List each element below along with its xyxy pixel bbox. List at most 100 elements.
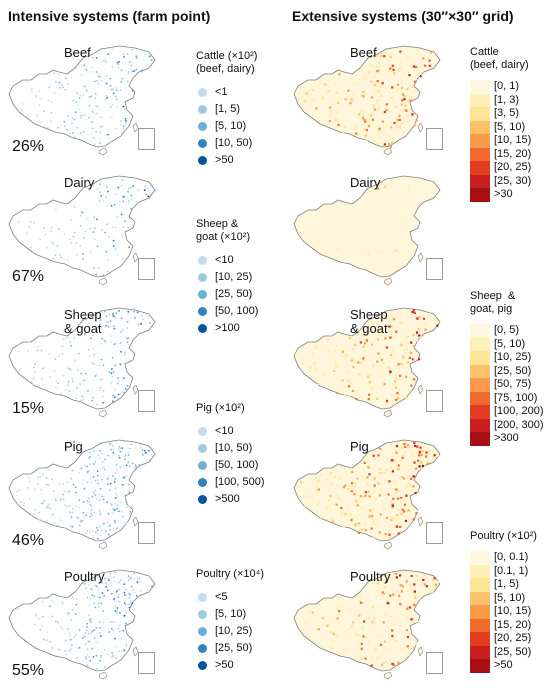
legend-swatch bbox=[198, 478, 207, 487]
farm-point bbox=[73, 635, 76, 638]
grid-cell bbox=[324, 636, 327, 639]
farm-point bbox=[74, 486, 77, 488]
grid-cell bbox=[380, 337, 383, 341]
grid-cell bbox=[401, 93, 405, 96]
farm-point bbox=[113, 509, 116, 511]
farm-point bbox=[117, 186, 120, 189]
farm-point bbox=[117, 63, 120, 66]
grid-cell bbox=[370, 664, 373, 667]
legend-entry: [5, 10) bbox=[196, 606, 264, 623]
farm-point bbox=[64, 389, 67, 391]
grid-cell bbox=[378, 472, 381, 475]
farm-point bbox=[90, 71, 93, 73]
legend-swatch bbox=[470, 645, 490, 659]
farm-point bbox=[98, 510, 101, 513]
grid-cell bbox=[385, 648, 388, 651]
farm-point bbox=[106, 477, 109, 480]
farm-point bbox=[91, 362, 94, 364]
farm-point bbox=[61, 353, 64, 355]
farm-point bbox=[90, 337, 92, 340]
farm-point bbox=[88, 116, 90, 119]
legend-swatch bbox=[470, 134, 490, 148]
grid-cell bbox=[376, 99, 379, 102]
farm-point bbox=[79, 383, 81, 385]
intensive-column-title: Intensive systems (farm point) bbox=[8, 8, 211, 24]
legend-label: [100, 500) bbox=[215, 476, 265, 488]
grid-cell bbox=[404, 445, 407, 448]
legend-entry: >100 bbox=[196, 320, 258, 337]
grid-cell bbox=[317, 478, 320, 481]
grid-cell bbox=[371, 492, 375, 495]
grid-cell bbox=[410, 618, 413, 621]
grid-cell bbox=[340, 350, 343, 353]
farm-point bbox=[110, 116, 113, 119]
farm-point bbox=[120, 317, 123, 320]
grid-cell bbox=[412, 617, 415, 620]
island-outline bbox=[417, 516, 424, 527]
farm-point bbox=[131, 70, 134, 73]
grid-cell bbox=[357, 514, 360, 517]
farm-point bbox=[84, 643, 87, 646]
legend-swatch bbox=[470, 337, 490, 351]
farm-point bbox=[130, 64, 133, 67]
farm-point bbox=[114, 487, 117, 489]
grid-cell bbox=[372, 104, 376, 107]
farm-point bbox=[112, 47, 114, 49]
grid-cell bbox=[368, 70, 371, 74]
island-outline bbox=[417, 122, 424, 133]
grid-cell bbox=[395, 84, 398, 87]
farm-point bbox=[84, 464, 87, 467]
grid-cell bbox=[329, 472, 332, 475]
grid-cell bbox=[377, 251, 380, 254]
farm-point bbox=[65, 77, 67, 79]
farm-point bbox=[150, 59, 153, 62]
farm-point bbox=[35, 613, 38, 615]
legend-label: [5, 10) bbox=[215, 120, 247, 132]
grid-cell bbox=[303, 99, 306, 103]
island-outline bbox=[383, 277, 393, 286]
farm-point bbox=[95, 57, 98, 59]
farm-point bbox=[110, 592, 113, 595]
farm-point bbox=[121, 258, 124, 260]
farm-point bbox=[125, 643, 128, 646]
farm-point bbox=[100, 452, 103, 455]
grid-cell bbox=[374, 595, 378, 598]
legend-entry: [0, 0.1) bbox=[470, 551, 537, 565]
farm-point bbox=[67, 259, 69, 261]
grid-cell bbox=[380, 55, 383, 58]
grid-cell bbox=[370, 80, 373, 83]
grid-cell bbox=[360, 657, 363, 660]
grid-cell bbox=[360, 601, 363, 604]
grid-cell bbox=[352, 360, 355, 363]
grid-cell bbox=[368, 640, 371, 643]
farm-point bbox=[42, 502, 44, 505]
grid-cell bbox=[416, 338, 419, 342]
grid-cell bbox=[388, 663, 391, 667]
farm-point bbox=[96, 529, 99, 532]
grid-cell bbox=[367, 254, 370, 257]
grid-cell bbox=[368, 497, 371, 500]
grid-cell bbox=[314, 346, 317, 349]
farm-point bbox=[109, 528, 111, 531]
grid-cell bbox=[391, 383, 394, 386]
farm-point bbox=[62, 493, 65, 496]
farm-point bbox=[52, 257, 55, 260]
farm-point bbox=[77, 352, 80, 355]
grid-cell bbox=[388, 102, 391, 105]
farm-point bbox=[118, 593, 120, 596]
grid-cell bbox=[369, 484, 372, 487]
farm-point bbox=[93, 595, 96, 597]
legend-label: [5, 10) bbox=[494, 337, 526, 350]
legend-swatch bbox=[470, 578, 490, 592]
grid-cell bbox=[376, 65, 379, 68]
farm-point bbox=[84, 632, 87, 635]
farm-point bbox=[79, 94, 82, 97]
grid-cell bbox=[383, 508, 386, 511]
farm-point bbox=[86, 596, 89, 599]
farm-point bbox=[127, 603, 130, 606]
grid-cell bbox=[361, 626, 364, 629]
legend-label: [5, 10) bbox=[215, 608, 247, 620]
farm-point bbox=[40, 519, 43, 522]
legend-swatch bbox=[198, 273, 207, 282]
farm-point bbox=[135, 594, 138, 597]
